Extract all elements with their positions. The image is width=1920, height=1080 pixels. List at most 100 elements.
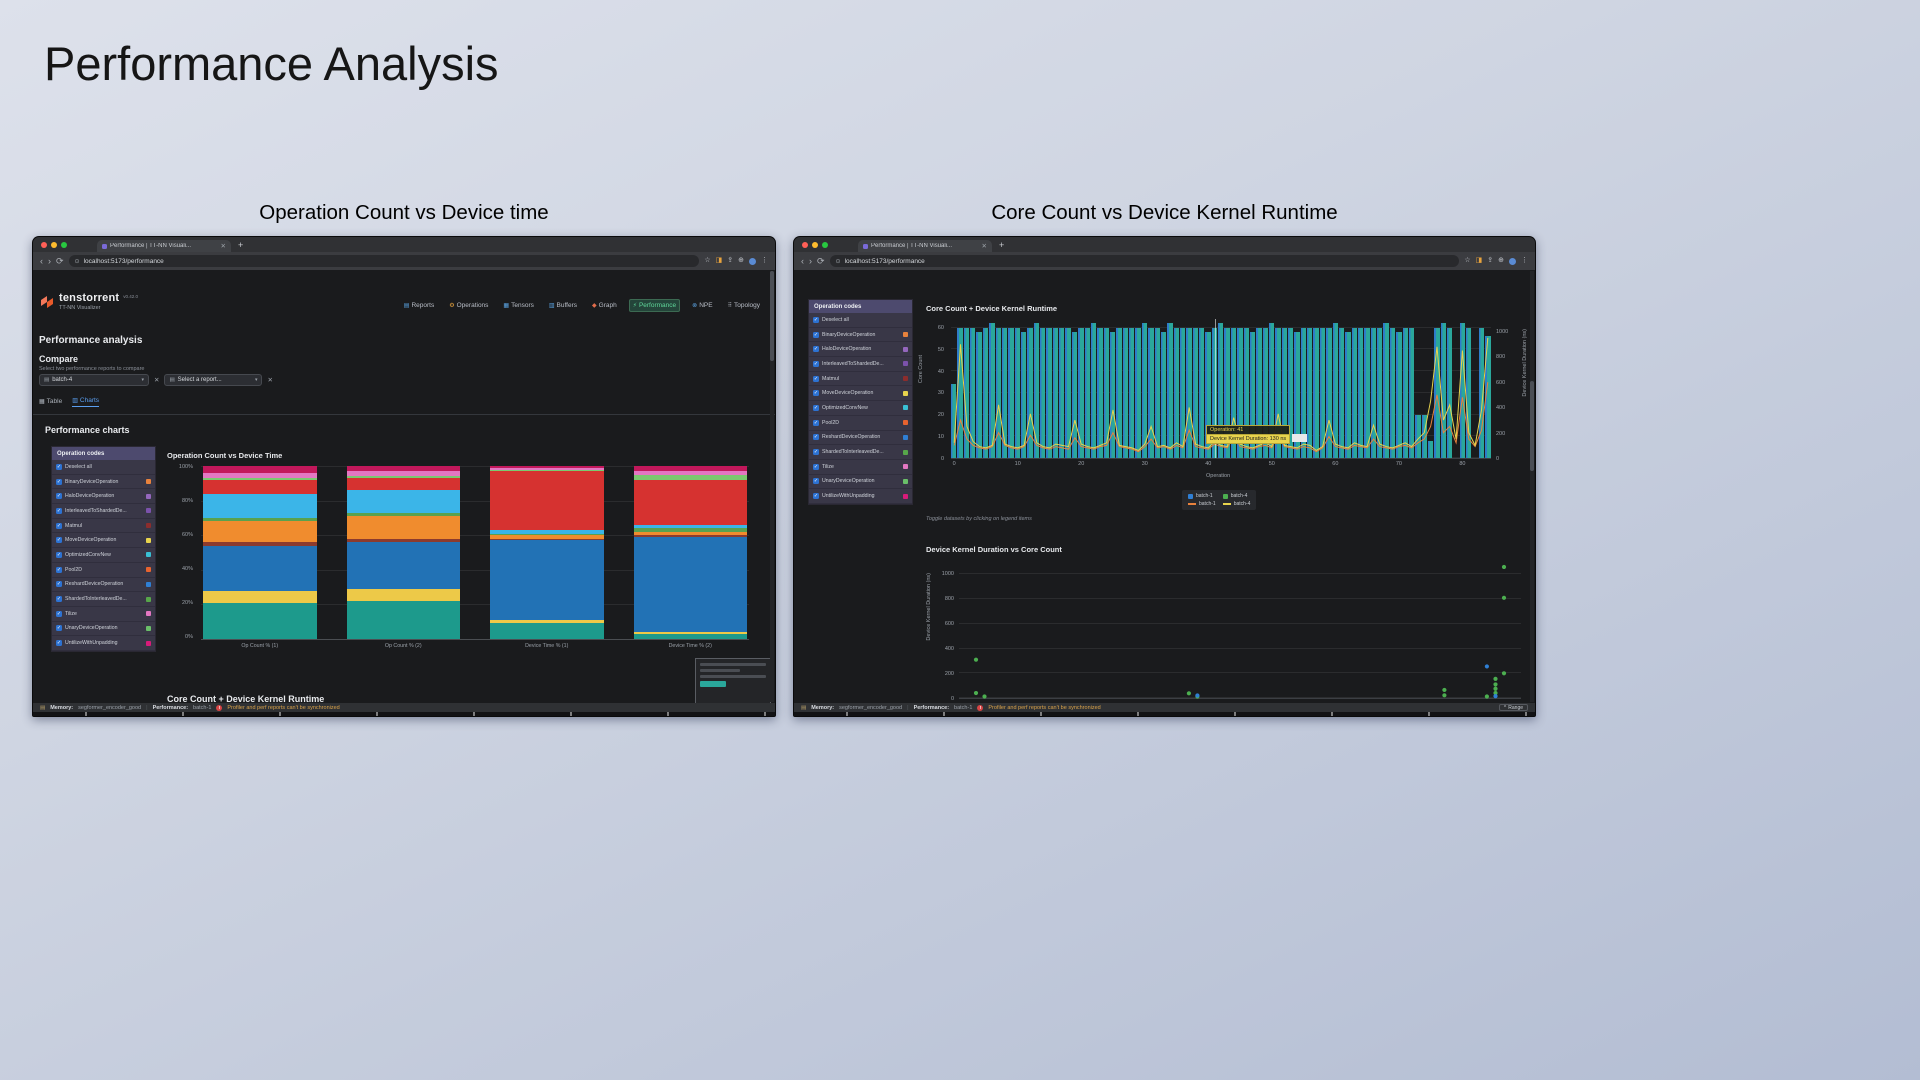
window-titlebar[interactable]: Performance | TT-NN Visuali... ✕ + xyxy=(33,237,775,252)
menu-dots-icon[interactable]: ⋮ xyxy=(761,257,768,264)
op-code-item[interactable]: ✓ HaloDeviceOperation xyxy=(52,489,155,505)
extensions-icon[interactable]: ◨ xyxy=(715,257,723,264)
op-code-item[interactable]: ✓ Deselect all xyxy=(809,313,912,328)
op-code-item[interactable]: ✓ HaloDeviceOperation xyxy=(809,342,912,358)
bar[interactable] xyxy=(963,327,970,458)
checkbox-icon[interactable]: ✓ xyxy=(813,316,819,323)
checkbox-icon[interactable]: ✓ xyxy=(813,493,819,500)
op-code-item[interactable]: ✓ UnaryDeviceOperation xyxy=(809,475,912,490)
nav-topology[interactable]: ⠿ Topology xyxy=(727,302,760,309)
bar[interactable] xyxy=(1040,327,1046,458)
bar[interactable] xyxy=(989,323,995,458)
tab-close-icon[interactable]: ✕ xyxy=(220,243,226,250)
bar[interactable] xyxy=(1129,327,1135,458)
bar[interactable] xyxy=(1186,327,1192,458)
bar[interactable] xyxy=(1090,323,1097,458)
checkbox-icon[interactable]: ✓ xyxy=(56,640,62,647)
bar[interactable] xyxy=(1281,327,1288,458)
op-code-item[interactable]: ✓ ShardedToInterleavedDe... xyxy=(809,445,912,460)
folder-icon[interactable]: ▤ xyxy=(40,704,46,711)
bar[interactable] xyxy=(1179,327,1186,458)
bar[interactable] xyxy=(1160,332,1167,458)
bar[interactable] xyxy=(1262,327,1268,458)
bar[interactable] xyxy=(1396,332,1402,458)
bar[interactable] xyxy=(1485,336,1491,458)
checkbox-icon[interactable]: ✓ xyxy=(813,346,819,353)
chart3-plot[interactable] xyxy=(959,562,1521,699)
tab-charts[interactable]: ▥ Charts xyxy=(72,397,100,407)
bar[interactable] xyxy=(1122,327,1129,458)
bar[interactable] xyxy=(1294,332,1300,458)
checkbox-icon[interactable]: ✓ xyxy=(813,449,819,456)
checkbox-icon[interactable]: ✓ xyxy=(813,375,819,382)
stacked-bar[interactable] xyxy=(633,466,747,639)
bar[interactable] xyxy=(1065,327,1071,458)
bar[interactable] xyxy=(1313,327,1319,458)
bar[interactable] xyxy=(982,327,989,458)
bar[interactable] xyxy=(1148,327,1154,458)
bar[interactable] xyxy=(1434,327,1440,458)
op-code-item[interactable]: ✓ ReshardDeviceOperation xyxy=(809,431,912,446)
op-code-item[interactable]: ✓ BinaryDeviceOperation xyxy=(809,328,912,343)
checkbox-icon[interactable]: ✓ xyxy=(813,419,819,426)
checkbox-icon[interactable]: ✓ xyxy=(56,551,62,558)
legend-item[interactable]: batch-4 xyxy=(1222,501,1250,507)
bookmark-star-icon[interactable]: ☆ xyxy=(704,257,711,264)
op-code-item[interactable]: ✓ OptimizedConvNew xyxy=(52,548,155,563)
bar[interactable] xyxy=(1402,327,1408,458)
checkbox-icon[interactable]: ✓ xyxy=(56,493,62,500)
share-icon[interactable]: ⇪ xyxy=(727,257,734,264)
bar[interactable] xyxy=(1319,327,1326,458)
bar[interactable] xyxy=(1224,327,1230,458)
folder-icon[interactable]: ▤ xyxy=(801,704,807,711)
legend-item[interactable]: batch-1 xyxy=(1188,501,1216,507)
op-code-item[interactable]: ✓ UntilizeWithUnpadding xyxy=(809,489,912,504)
bar[interactable] xyxy=(1345,332,1351,458)
checkbox-icon[interactable]: ✓ xyxy=(56,566,62,573)
bar[interactable] xyxy=(970,327,976,458)
op-code-item[interactable]: ✓ UnaryDeviceOperation xyxy=(52,622,155,637)
op-code-item[interactable]: ✓ BinaryDeviceOperation xyxy=(52,475,155,490)
bookmark-star-icon[interactable]: ☆ xyxy=(1464,257,1471,264)
op-code-item[interactable]: ✓ ReshardDeviceOperation xyxy=(52,578,155,593)
op-code-item[interactable]: ✓ InterleavedToShardedDe... xyxy=(809,357,912,372)
bar[interactable] xyxy=(1275,327,1281,458)
stacked-bar[interactable] xyxy=(203,466,317,639)
checkbox-icon[interactable]: ✓ xyxy=(813,463,819,470)
back-icon[interactable]: ‹ xyxy=(801,255,804,266)
zoom-window-button[interactable] xyxy=(61,242,67,248)
share-icon[interactable]: ⇪ xyxy=(1487,257,1494,264)
bar[interactable] xyxy=(1154,327,1160,458)
checkbox-icon[interactable]: ✓ xyxy=(56,463,62,470)
bar[interactable] xyxy=(1338,327,1345,458)
tab-close-icon[interactable]: ✕ xyxy=(981,243,987,250)
bar[interactable] xyxy=(1383,323,1389,458)
bar[interactable] xyxy=(995,327,1001,458)
bar[interactable] xyxy=(1466,327,1472,458)
checkbox-icon[interactable]: ✓ xyxy=(56,507,62,514)
tenstorrent-logo[interactable]: tenstorrent TT-NN Visualizer v0.42.0 xyxy=(39,292,138,311)
checkbox-icon[interactable]: ✓ xyxy=(56,537,62,544)
new-tab-button[interactable]: + xyxy=(999,240,1005,250)
bar[interactable] xyxy=(1135,327,1141,458)
bar[interactable] xyxy=(1326,327,1332,458)
bar[interactable] xyxy=(951,384,957,458)
bar[interactable] xyxy=(1014,327,1020,458)
checkbox-icon[interactable]: ✓ xyxy=(813,360,819,367)
bar[interactable] xyxy=(1256,327,1262,458)
bar[interactable] xyxy=(1459,323,1466,458)
chart1-plot[interactable] xyxy=(201,466,749,640)
bar[interactable] xyxy=(1243,327,1249,458)
extensions-icon[interactable]: ◨ xyxy=(1475,257,1483,264)
bar[interactable] xyxy=(1300,327,1307,458)
nav-tensors[interactable]: ▦ Tensors xyxy=(503,302,534,309)
bar[interactable] xyxy=(1059,327,1065,458)
nav-performance[interactable]: ⚡ Performance xyxy=(628,299,681,312)
bar[interactable] xyxy=(1230,327,1237,458)
bar[interactable] xyxy=(957,327,963,458)
bar[interactable] xyxy=(1199,327,1205,458)
site-info-icon[interactable]: ⊙ xyxy=(74,258,80,265)
bar[interactable] xyxy=(1389,327,1396,458)
nav-buffers[interactable]: ▥ Buffers xyxy=(548,302,578,309)
bar[interactable] xyxy=(1447,327,1453,458)
